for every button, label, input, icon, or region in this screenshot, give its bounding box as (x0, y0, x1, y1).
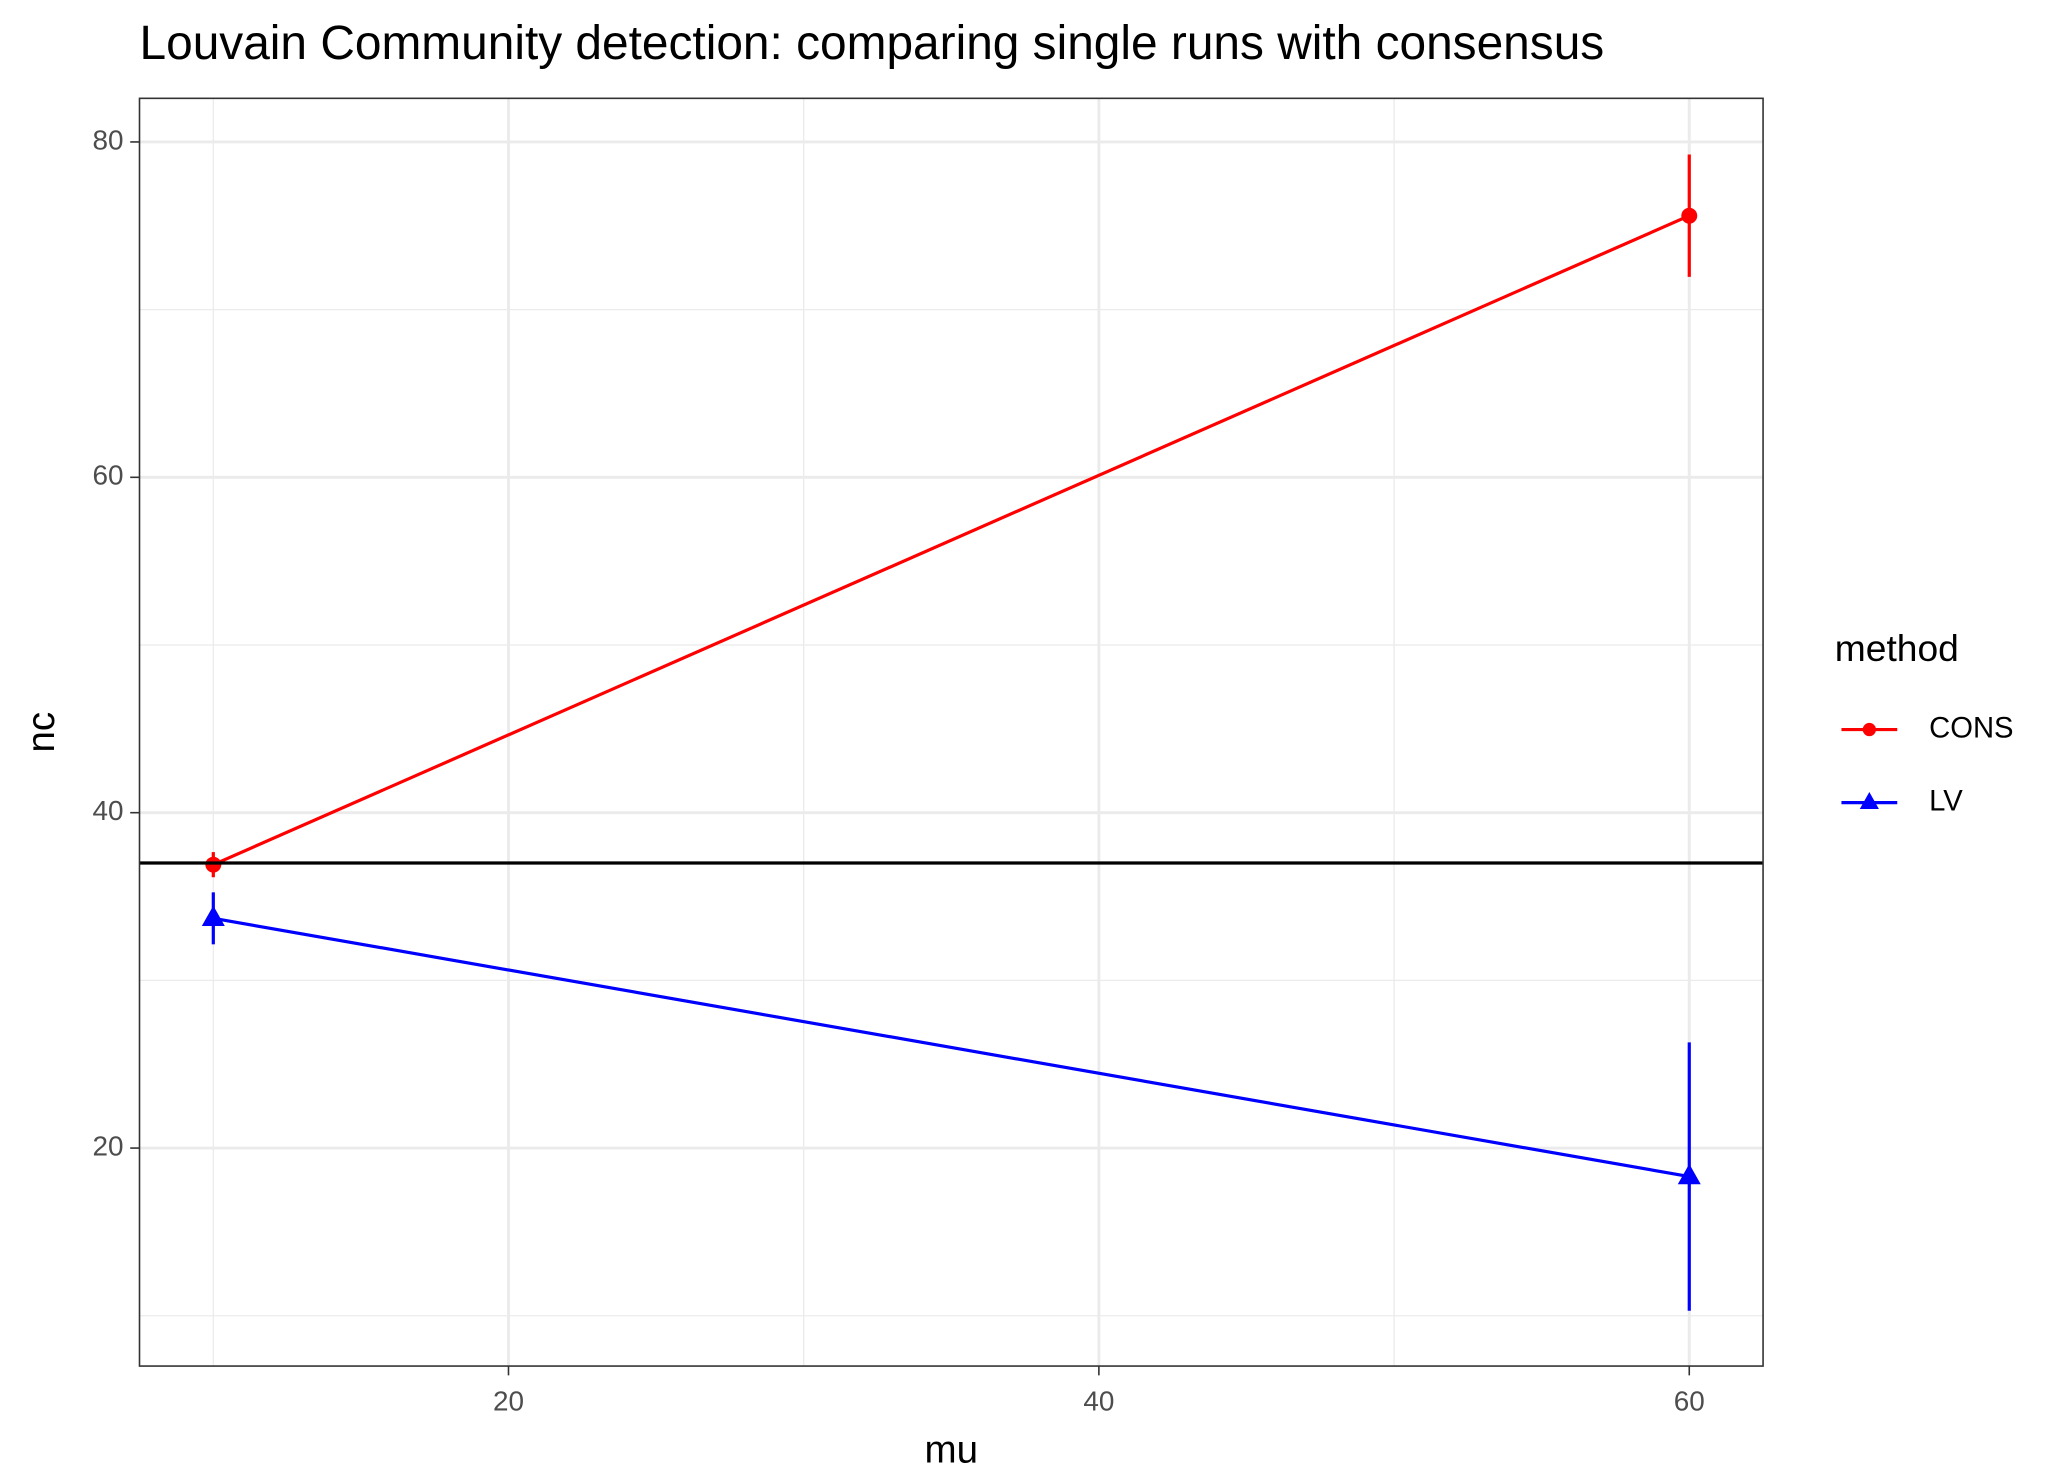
plot-border (138, 97, 1764, 1367)
chart-title: Louvain Community detection: comparing s… (140, 17, 1605, 70)
legend-title: method (1835, 627, 1959, 669)
legend-key-marker (1862, 722, 1876, 737)
y-tick-label: 80 (93, 124, 124, 155)
y-tick-label: 20 (93, 1130, 124, 1161)
data-point (205, 856, 222, 873)
data-point (1681, 207, 1698, 224)
x-tick-label: 20 (493, 1386, 524, 1417)
legend-label: LV (1929, 785, 1963, 817)
series-line (212, 214, 1690, 867)
y-axis-label: nc (20, 712, 63, 753)
x-tick-label: 60 (1674, 1386, 1705, 1417)
legend-key-marker (1859, 791, 1879, 810)
x-tick-label: 40 (1083, 1386, 1114, 1417)
legend-label: CONS (1929, 712, 2013, 744)
x-axis-label: mu (925, 1429, 979, 1472)
series-line (213, 916, 1690, 1179)
y-tick-label: 40 (93, 795, 124, 826)
data-point (201, 905, 225, 926)
data-point (1677, 1163, 1701, 1185)
y-tick-label: 60 (93, 460, 124, 491)
